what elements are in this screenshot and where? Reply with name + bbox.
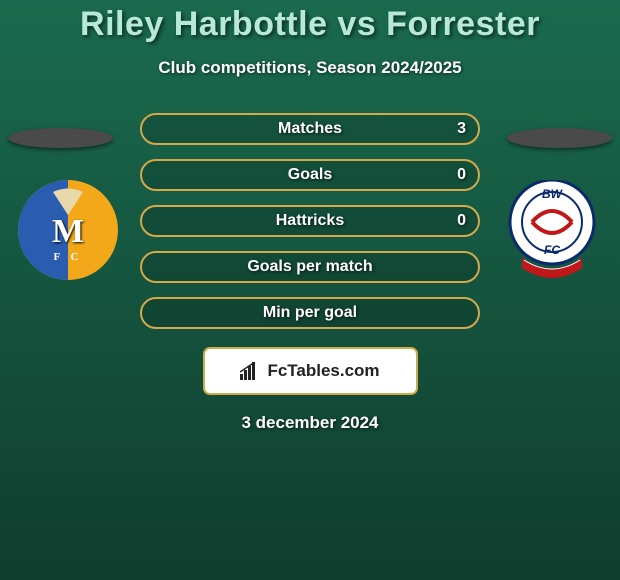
- svg-text:FC: FC: [544, 243, 560, 257]
- stats-list: Matches 3 Goals 0 Hattricks 0 Goals per …: [140, 113, 480, 329]
- logo-content: FcTables.com: [240, 361, 379, 381]
- stat-label: Goals: [288, 166, 332, 184]
- mansfield-crest-icon: M F C: [18, 180, 118, 280]
- source-logo: FcTables.com: [203, 347, 418, 395]
- stat-label: Matches: [278, 120, 342, 138]
- player-right-placeholder: [507, 128, 612, 148]
- stat-label: Goals per match: [247, 258, 372, 276]
- stat-label: Hattricks: [276, 212, 344, 230]
- svg-text:F C: F C: [53, 251, 82, 263]
- page-title: Riley Harbottle vs Forrester: [80, 5, 540, 44]
- player-left-placeholder: [8, 128, 113, 148]
- club-badge-right: BW FC: [502, 180, 602, 280]
- stat-row-hattricks: Hattricks 0: [140, 205, 480, 237]
- stat-right-value: 0: [457, 166, 466, 184]
- stat-row-matches: Matches 3: [140, 113, 480, 145]
- subtitle: Club competitions, Season 2024/2025: [158, 58, 461, 78]
- date-text: 3 december 2024: [241, 413, 378, 433]
- svg-text:M: M: [52, 213, 84, 250]
- stat-row-min-per-goal: Min per goal: [140, 297, 480, 329]
- stat-label: Min per goal: [263, 304, 357, 322]
- club-badge-left: M F C: [18, 180, 118, 280]
- bar-chart-icon: [240, 362, 262, 380]
- logo-text: FcTables.com: [267, 361, 379, 381]
- svg-text:BW: BW: [542, 187, 564, 201]
- stat-row-goals: Goals 0: [140, 159, 480, 191]
- stat-right-value: 3: [457, 120, 466, 138]
- stat-row-goals-per-match: Goals per match: [140, 251, 480, 283]
- bolton-crest-icon: BW FC: [502, 180, 602, 280]
- stat-right-value: 0: [457, 212, 466, 230]
